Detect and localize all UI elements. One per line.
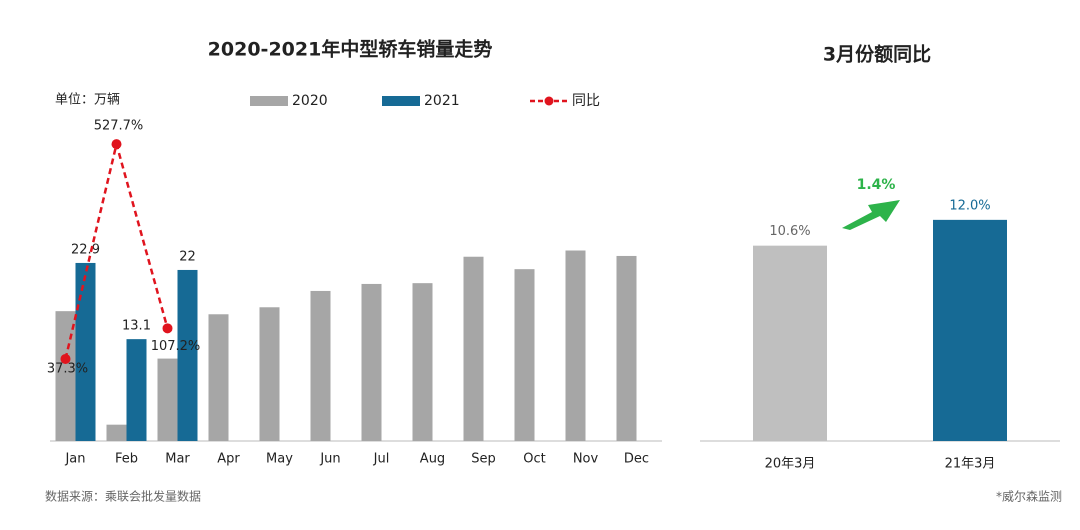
- x-tick-label: Jul: [373, 452, 390, 467]
- data-label: 107.2%: [151, 339, 201, 354]
- bar: [106, 424, 127, 441]
- x-tick-label: Dec: [624, 452, 649, 467]
- chart-title: 2020-2021年中型轿车销量走势: [208, 38, 493, 61]
- x-tick-label: Sep: [471, 452, 496, 467]
- x-tick-label: Feb: [115, 452, 138, 467]
- bar: [565, 250, 586, 441]
- point: [60, 353, 71, 364]
- arrow: [842, 200, 900, 230]
- bar: [55, 311, 76, 441]
- data-label: 22: [179, 249, 196, 264]
- x-tick-label: Aug: [420, 452, 445, 467]
- unit-note: 单位：万辆: [55, 93, 120, 108]
- x-tick-label: Nov: [573, 452, 599, 467]
- legend-swatch: [544, 96, 554, 106]
- bar: [616, 255, 637, 441]
- legend-label: 同比: [572, 93, 600, 109]
- annotation: 1.4%: [857, 177, 896, 193]
- bar: [126, 339, 147, 441]
- x-tick-label: May: [266, 452, 293, 467]
- x-tick-label: Mar: [165, 452, 190, 467]
- footnote: *威尔森监测: [996, 489, 1062, 504]
- data-label: 12.0%: [949, 198, 990, 213]
- data-label: 37.3%: [47, 361, 88, 376]
- legend-label: 2020: [292, 93, 328, 109]
- source: 数据来源：乘联会批发量数据: [45, 489, 201, 504]
- bar: [157, 358, 178, 441]
- legend-swatch: [250, 96, 288, 106]
- bar: [75, 262, 96, 441]
- bar: [753, 245, 827, 441]
- x-tick-label: Oct: [523, 452, 545, 467]
- x-tick-label: Apr: [217, 452, 240, 467]
- data-label: 22.9: [71, 242, 100, 257]
- data-label: 13.1: [122, 319, 151, 334]
- data-label: 10.6%: [769, 224, 810, 239]
- bar: [177, 269, 198, 441]
- legend-swatch: [382, 96, 420, 106]
- bar: [933, 219, 1007, 441]
- bar: [310, 290, 331, 441]
- bar: [361, 283, 382, 441]
- bar: [514, 269, 535, 441]
- x-tick-label: 21年3月: [945, 457, 996, 472]
- x-tick-label: Jan: [64, 452, 85, 467]
- bar: [463, 256, 484, 441]
- chart-title: 3月份额同比: [823, 43, 931, 66]
- data-label: 527.7%: [94, 119, 144, 134]
- point: [162, 323, 173, 334]
- x-tick-label: Jun: [319, 452, 340, 467]
- bar: [259, 307, 280, 441]
- point: [111, 139, 122, 150]
- bar: [208, 314, 229, 441]
- legend-label: 2021: [424, 93, 460, 109]
- bar: [412, 283, 433, 441]
- x-tick-label: 20年3月: [765, 457, 816, 472]
